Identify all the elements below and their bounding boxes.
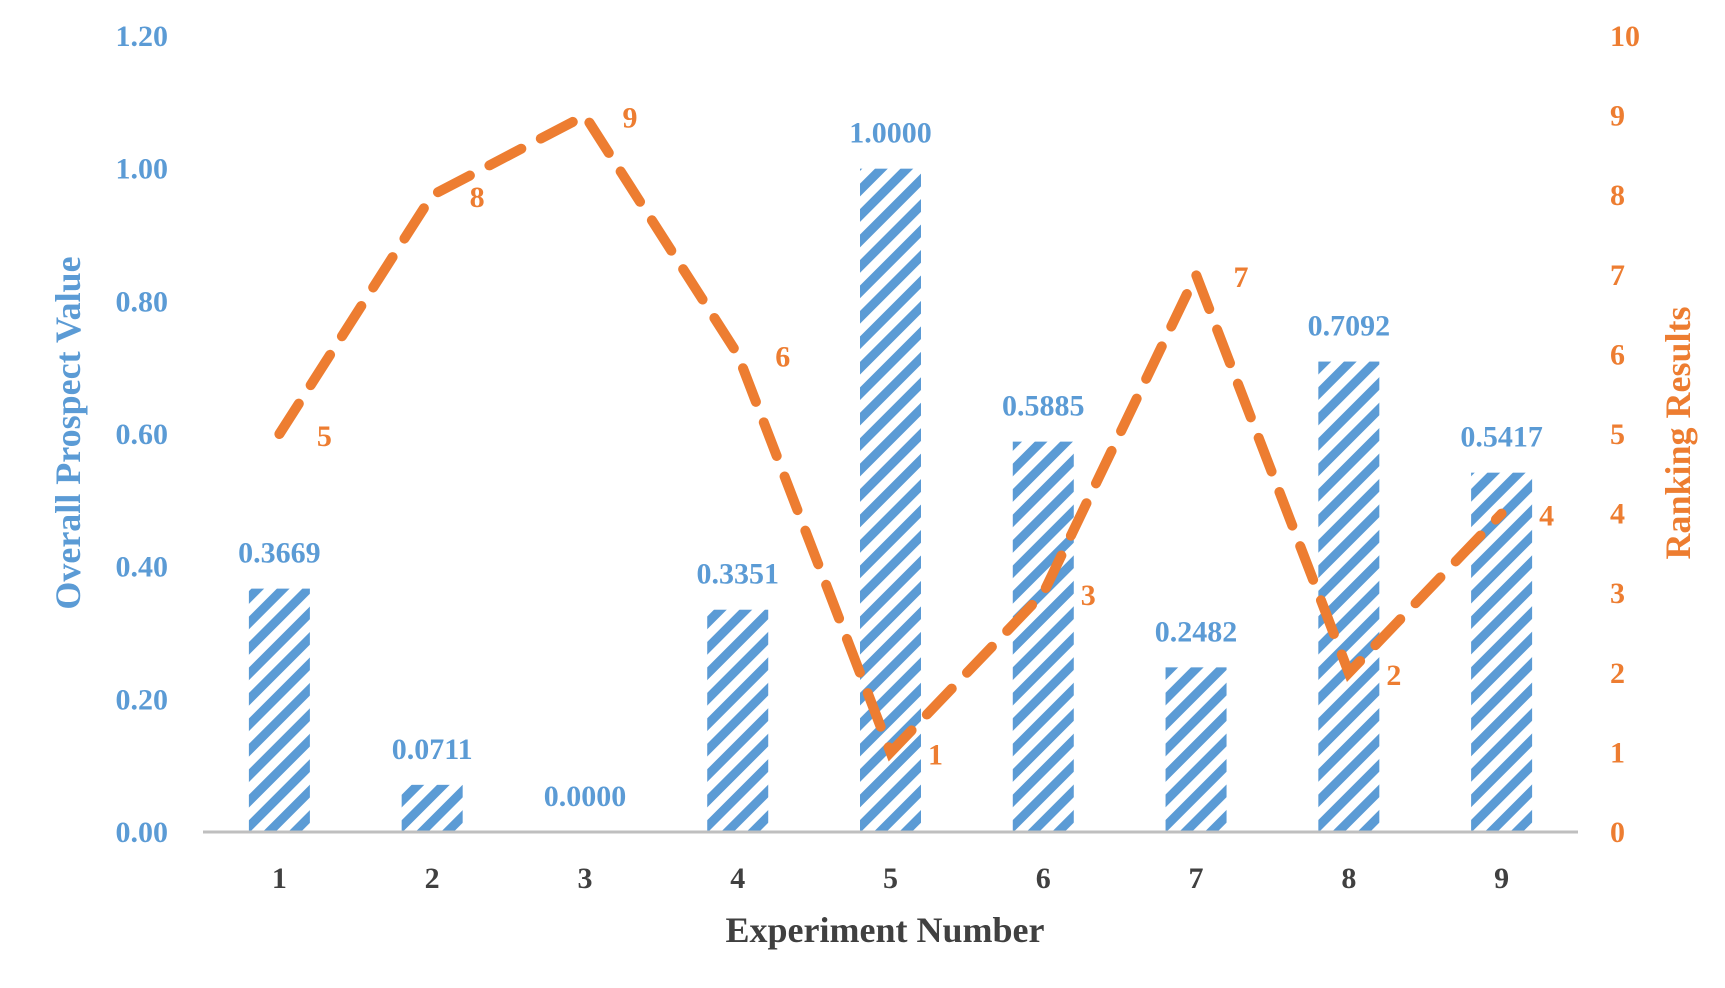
x-tick-label: 8	[1341, 862, 1356, 895]
right-tick-label: 10	[1610, 20, 1640, 53]
rank-value-label: 7	[1234, 261, 1249, 294]
bar-value-label: 0.3351	[696, 558, 779, 591]
x-tick-label: 5	[883, 862, 898, 895]
right-tick-label: 6	[1610, 338, 1625, 371]
x-tick-label: 2	[425, 862, 440, 895]
rank-value-label: 8	[470, 181, 485, 214]
right-tick-label: 4	[1610, 498, 1625, 531]
x-tick-label: 9	[1494, 862, 1509, 895]
bar-value-label: 0.7092	[1308, 310, 1391, 343]
right-tick-label: 2	[1610, 657, 1625, 690]
right-tick-label: 7	[1610, 259, 1625, 292]
rank-value-label: 1	[928, 738, 943, 771]
bar-value-label: 0.0711	[392, 733, 473, 766]
left-tick-label: 1.00	[116, 153, 169, 186]
x-tick-label: 4	[730, 862, 745, 895]
left-tick-label: 0.60	[116, 418, 169, 451]
left-tick-label: 0.40	[116, 551, 169, 584]
x-tick-label: 6	[1036, 862, 1051, 895]
bar-value-label: 0.5417	[1460, 421, 1543, 454]
x-tick-label: 3	[577, 862, 592, 895]
bar-value-label: 0.5885	[1002, 390, 1085, 423]
ranking-line	[274, 109, 1507, 762]
bar-value-label: 1.0000	[849, 117, 932, 150]
x-axis-ticks: 1 2 3 4 5 6 7 8 9	[272, 862, 1509, 895]
bar	[1165, 667, 1227, 832]
right-axis-ticks: 0 1 2 3 4 5 6 7 8 9 10	[1610, 20, 1640, 849]
bar	[860, 168, 921, 832]
bar	[401, 784, 463, 832]
right-tick-label: 8	[1610, 179, 1625, 212]
left-tick-label: 0.20	[116, 683, 169, 716]
left-tick-label: 0.80	[116, 285, 169, 318]
bar-data-labels: 0.3669 0.0711 0.0000 0.3351 1.0000 0.5885 0.24…	[238, 117, 1543, 813]
bar-value-label: 0.2482	[1155, 615, 1238, 648]
rank-value-label: 9	[622, 102, 637, 135]
rank-value-label: 5	[317, 420, 332, 453]
bar	[1318, 361, 1380, 832]
bar	[248, 588, 310, 832]
left-tick-label: 0.00	[116, 816, 169, 849]
rank-value-label: 4	[1539, 500, 1554, 533]
x-tick-label: 1	[272, 862, 287, 895]
rank-value-label: 3	[1081, 579, 1096, 612]
rank-value-label: 2	[1386, 659, 1401, 692]
left-tick-label: 1.20	[116, 20, 169, 53]
rank-value-label: 6	[775, 340, 790, 373]
left-axis-title: Overall Prospect Value	[48, 256, 88, 609]
bar-series	[248, 168, 1533, 832]
right-tick-label: 0	[1610, 816, 1625, 849]
x-tick-label: 7	[1189, 862, 1204, 895]
x-axis-title: Experiment Number	[726, 910, 1045, 950]
left-axis-ticks: 0.00 0.20 0.40 0.60 0.80 1.00 1.20	[116, 20, 169, 849]
bar	[1471, 472, 1533, 832]
right-tick-label: 3	[1610, 577, 1625, 610]
bar-value-label: 0.0000	[544, 780, 627, 813]
line-data-labels: 5 8 9 6 1 3 7 2 4	[317, 102, 1554, 772]
right-tick-label: 5	[1610, 418, 1625, 451]
right-tick-label: 9	[1610, 100, 1625, 133]
right-tick-label: 1	[1610, 736, 1625, 769]
bar-value-label: 0.3669	[238, 537, 321, 570]
bar	[1012, 441, 1074, 832]
right-axis-title: Ranking Results	[1658, 306, 1698, 559]
bar	[707, 609, 769, 832]
